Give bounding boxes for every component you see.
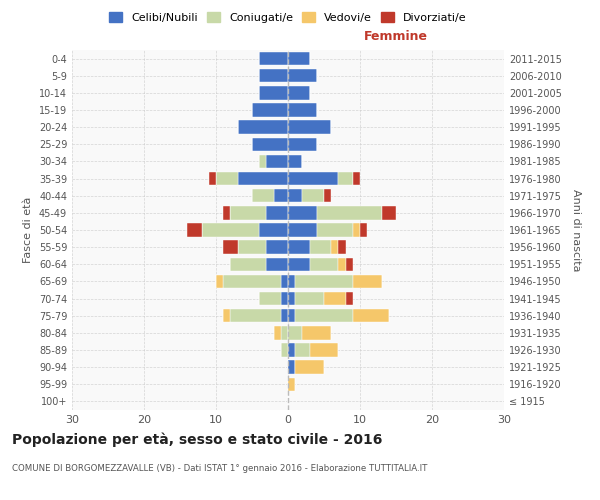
Bar — [353, 224, 360, 236]
Bar — [259, 86, 288, 100]
Bar — [317, 206, 382, 220]
Bar — [274, 326, 281, 340]
Bar — [281, 274, 288, 288]
Bar — [202, 224, 259, 236]
Text: COMUNE DI BORGOMEZZAVALLE (VB) - Dati ISTAT 1° gennaio 2016 - Elaborazione TUTTI: COMUNE DI BORGOMEZZAVALLE (VB) - Dati IS… — [12, 464, 427, 473]
Bar — [266, 154, 288, 168]
Bar — [295, 344, 310, 356]
Bar — [338, 258, 346, 271]
Bar — [238, 240, 266, 254]
Bar — [288, 172, 338, 186]
Bar — [281, 326, 288, 340]
Bar — [310, 240, 331, 254]
Bar — [317, 224, 353, 236]
Bar — [288, 189, 302, 202]
Bar — [288, 224, 317, 236]
Y-axis label: Anni di nascita: Anni di nascita — [571, 188, 581, 271]
Bar — [310, 258, 338, 271]
Bar — [209, 172, 216, 186]
Bar — [288, 258, 310, 271]
Bar — [382, 206, 396, 220]
Bar — [288, 69, 317, 82]
Bar — [288, 309, 295, 322]
Bar — [266, 240, 288, 254]
Bar — [259, 69, 288, 82]
Bar — [302, 189, 324, 202]
Bar — [288, 344, 295, 356]
Bar — [288, 104, 317, 117]
Bar — [238, 172, 288, 186]
Bar — [288, 360, 295, 374]
Bar — [259, 292, 281, 306]
Bar — [259, 52, 288, 66]
Y-axis label: Fasce di età: Fasce di età — [23, 197, 33, 263]
Bar — [288, 274, 295, 288]
Bar — [288, 52, 310, 66]
Bar — [353, 309, 389, 322]
Bar — [238, 120, 288, 134]
Bar — [288, 120, 331, 134]
Bar — [288, 154, 302, 168]
Bar — [338, 172, 353, 186]
Bar — [288, 292, 295, 306]
Bar — [223, 309, 230, 322]
Bar — [338, 240, 346, 254]
Bar — [223, 240, 238, 254]
Text: Popolazione per età, sesso e stato civile - 2016: Popolazione per età, sesso e stato civil… — [12, 432, 382, 447]
Bar — [353, 274, 382, 288]
Bar — [252, 104, 288, 117]
Text: Femmine: Femmine — [364, 30, 428, 43]
Bar — [302, 326, 331, 340]
Bar — [230, 206, 266, 220]
Bar — [331, 240, 338, 254]
Bar — [252, 189, 274, 202]
Bar — [281, 344, 288, 356]
Bar — [216, 172, 238, 186]
Bar — [346, 292, 353, 306]
Bar — [288, 378, 295, 391]
Bar — [288, 326, 302, 340]
Bar — [288, 240, 310, 254]
Bar — [259, 224, 288, 236]
Bar — [230, 309, 281, 322]
Bar — [266, 206, 288, 220]
Bar — [281, 309, 288, 322]
Bar — [295, 360, 324, 374]
Bar — [353, 172, 360, 186]
Bar — [288, 86, 310, 100]
Bar — [295, 309, 353, 322]
Bar — [288, 206, 317, 220]
Bar — [324, 189, 331, 202]
Bar — [295, 274, 353, 288]
Bar — [360, 224, 367, 236]
Bar — [223, 206, 230, 220]
Bar — [295, 292, 324, 306]
Bar — [324, 292, 346, 306]
Bar — [266, 258, 288, 271]
Bar — [274, 189, 288, 202]
Bar — [281, 292, 288, 306]
Legend: Celibi/Nubili, Coniugati/e, Vedovi/e, Divorziati/e: Celibi/Nubili, Coniugati/e, Vedovi/e, Di… — [109, 12, 467, 23]
Bar — [346, 258, 353, 271]
Bar — [259, 154, 266, 168]
Bar — [187, 224, 202, 236]
Bar — [310, 344, 338, 356]
Bar — [252, 138, 288, 151]
Bar — [288, 138, 317, 151]
Bar — [230, 258, 266, 271]
Bar — [216, 274, 223, 288]
Bar — [223, 274, 281, 288]
